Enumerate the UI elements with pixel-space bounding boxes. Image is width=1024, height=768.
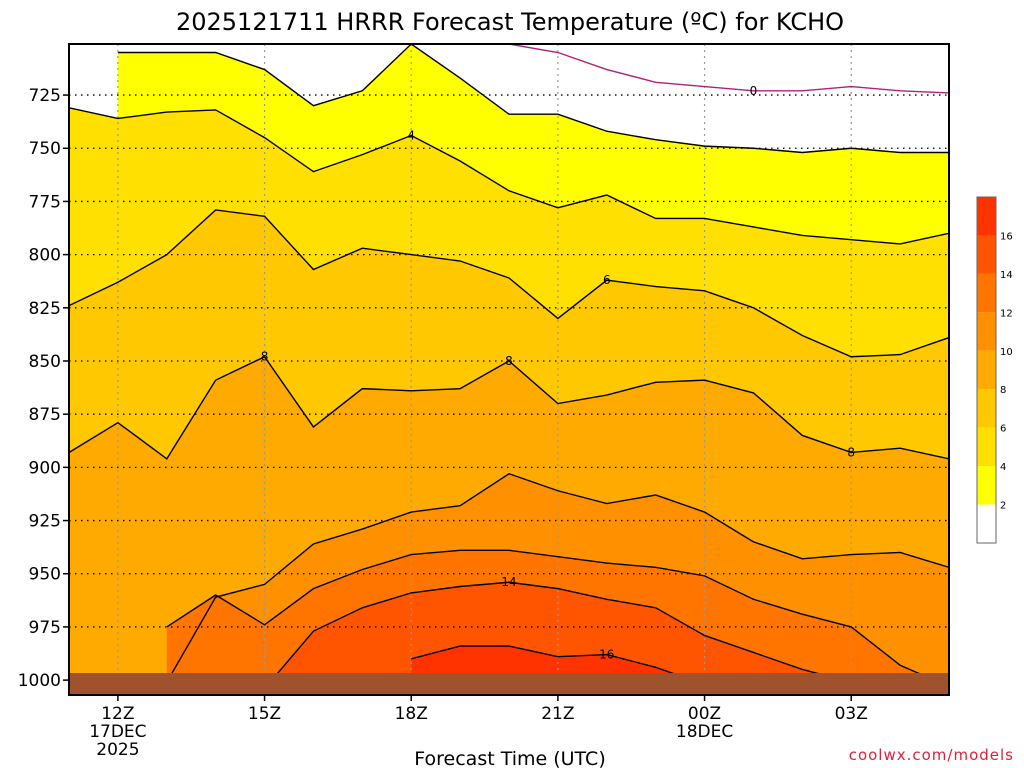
y-tick-label: 725 [29, 86, 61, 106]
y-tick-label: 900 [29, 458, 61, 478]
isotherm-4 [69, 107, 949, 245]
y-axis-pressure: 725 750 775 800 825 850 875 900 925 950 975 1000 [18, 86, 69, 691]
contour-label: 0 [750, 84, 758, 98]
x-tick-year: 2025 [96, 740, 139, 760]
colorbar-swatch [977, 427, 996, 467]
x-tick-label: 12Z [101, 704, 134, 724]
colorbar-label: 4 [1000, 462, 1006, 473]
isotherm-6 [69, 209, 949, 358]
temperature-fill-bands [69, 44, 949, 695]
contour-label: 16 [599, 648, 614, 662]
y-tick-label: 825 [29, 299, 61, 319]
plot-frame [68, 43, 950, 696]
y-tick-label: 800 [29, 246, 61, 266]
x-axis-label: Forecast Time (UTC) [414, 748, 605, 768]
isotherm-10 [69, 472, 949, 686]
colorbar-swatch [977, 350, 996, 390]
y-tick-label: 950 [29, 565, 61, 585]
contour-label: 8 [847, 445, 855, 459]
isotherm-0 [508, 44, 949, 94]
isotherm-12 [166, 549, 949, 688]
x-tick-label: 03Z [835, 704, 868, 724]
contour-label: 4 [407, 128, 415, 142]
y-tick-label: 975 [29, 618, 61, 638]
contour-label: 8 [261, 350, 269, 364]
x-tick-date: 17DEC [89, 722, 146, 742]
contour-labels: 0 4 6 8 8 8 14 16 [261, 84, 855, 662]
colorbar-label: 10 [1000, 347, 1013, 358]
y-tick-label: 850 [29, 352, 61, 372]
colorbar-label: 6 [1000, 424, 1006, 435]
colorbar-label: 12 [1000, 308, 1013, 319]
surface-ground [69, 673, 949, 695]
x-tick-label: 18Z [395, 704, 428, 724]
colorbar-swatch [977, 197, 996, 236]
x-tick-label: 00Z [688, 704, 721, 724]
contour-label: 6 [603, 273, 611, 287]
colorbar-swatch [977, 273, 996, 313]
colorbar-swatch [977, 466, 996, 505]
y-tick-label: 925 [29, 512, 61, 532]
contour-label: 8 [505, 354, 513, 368]
contour-label: 14 [501, 575, 516, 589]
y-tick-label: 875 [29, 405, 61, 425]
chart-title: 2025121711 HRRR Forecast Temperature (ºC… [176, 8, 844, 36]
colorbar-label: 14 [1000, 270, 1013, 281]
y-tick-label: 775 [29, 192, 61, 212]
colorbar-swatch [977, 389, 996, 428]
x-tick-label: 15Z [248, 704, 281, 724]
colorbar-swatch [977, 312, 996, 351]
credit-text[interactable]: coolwx.com/models [849, 746, 1014, 764]
colorbar-swatch [977, 235, 996, 274]
colorbar-frame [976, 196, 997, 544]
x-tick-date: 18DEC [676, 722, 733, 742]
isotherm-2 [117, 44, 949, 154]
colorbar-label: 16 [1000, 231, 1013, 242]
isotherm-8 [69, 355, 949, 460]
colorbar-label: 2 [1000, 501, 1006, 512]
colorbar-legend: 2 4 6 8 10 12 14 16 [976, 196, 1013, 544]
colorbar-label: 8 [1000, 385, 1006, 396]
y-tick-label: 750 [29, 139, 61, 159]
y-tick-label: 1000 [18, 671, 61, 691]
colorbar-swatch [977, 504, 996, 543]
x-tick-label: 21Z [541, 704, 574, 724]
